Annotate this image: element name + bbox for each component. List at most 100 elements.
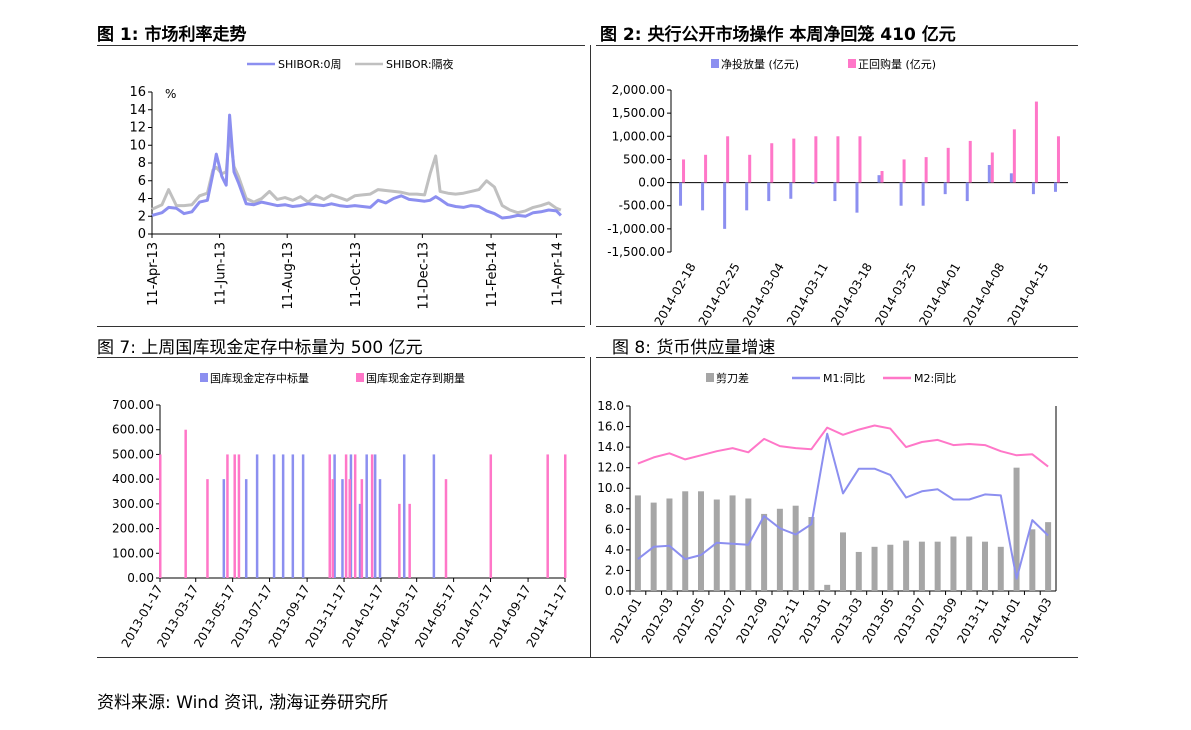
c7-maturity-bar <box>370 454 374 578</box>
c8-scissors-bar <box>761 513 768 591</box>
c2-net-injection-bar <box>1031 182 1035 195</box>
chart1-title: 图 1: 市场利率走势 <box>97 25 247 45</box>
middle-rule-left <box>97 326 585 327</box>
c1-y-tick-label: 0 <box>138 227 146 242</box>
c7-y-tick-label: 600.00 <box>112 423 154 437</box>
c2-repo-bar <box>836 136 840 183</box>
c1-unit-label: % <box>165 87 176 101</box>
c2-repo-bar <box>902 159 906 183</box>
c1-x-tick-label: 11-Dec-13 <box>416 242 431 310</box>
c8-scissors-bar <box>855 551 862 591</box>
c7-winning-bid-bar <box>365 454 368 578</box>
c2-y-tick-label: 500.00 <box>623 152 665 166</box>
c7-legend-label: 国库现金定存到期量 <box>366 371 465 385</box>
c7-y-tick-label: 400.00 <box>112 472 154 486</box>
c7-y-tick-label: 300.00 <box>112 497 154 511</box>
c2-repo-bar <box>748 154 752 183</box>
c7-winning-bid-bar <box>402 454 406 578</box>
chart2-title: 图 2: 央行公开市场操作 本周净回笼 410 亿元 <box>600 25 956 45</box>
c1-y-tick-label: 2 <box>138 209 146 224</box>
c1-y-tick-label: 16 <box>129 85 146 100</box>
c7-maturity-bar <box>348 479 351 578</box>
c1-y-tick-label: 12 <box>129 121 146 136</box>
c2-net-injection-bar <box>833 182 837 202</box>
c2-repo-bar <box>880 171 884 183</box>
c8-scissors-bar <box>982 541 988 591</box>
c2-repo-bar <box>968 140 972 183</box>
c8-y-tick-label: 6.0 <box>605 522 624 536</box>
c7-legend-swatch <box>356 373 364 382</box>
c2-net-injection-bar <box>877 175 881 183</box>
c7-winning-bid-bar <box>255 454 259 578</box>
c1-x-tick-label: 11-Jun-13 <box>214 242 229 306</box>
c7-y-tick-label: 0.00 <box>127 571 154 585</box>
column-divider-top <box>590 45 591 325</box>
c2-repo-bar <box>792 138 796 183</box>
c1-y-tick-label: 4 <box>138 192 146 207</box>
c8-y-tick-label: 16.0 <box>597 420 624 434</box>
c2-repo-bar <box>924 157 928 183</box>
c1-x-tick-label: 11-Feb-14 <box>485 242 500 307</box>
c8-y-tick-label: 18.0 <box>597 399 624 413</box>
c7-maturity-bar <box>546 454 549 578</box>
c7-maturity-bar <box>444 479 448 578</box>
c8-scissors-bar <box>1045 522 1052 591</box>
c8-m1-line <box>637 432 1049 580</box>
c1-x-tick-label: 11-Aug-13 <box>281 242 296 310</box>
c8-scissors-bar <box>666 498 673 591</box>
c8-scissors-bar <box>1013 467 1020 591</box>
c1-legend-label: SHIBOR:0周 <box>278 58 342 71</box>
c2-legend-label: 正回购量 (亿元) <box>858 57 936 71</box>
c8-scissors-bar <box>840 532 846 591</box>
c2-net-injection-bar <box>1053 182 1057 192</box>
c1-y-tick-label: 14 <box>129 103 146 118</box>
c8-scissors-bar <box>808 517 815 591</box>
c7-winning-bid-bar <box>281 454 285 578</box>
c8-y-tick-label: 14.0 <box>597 440 624 454</box>
c2-net-injection-bar <box>965 182 969 202</box>
c8-legend-label: 剪刀差 <box>716 371 749 385</box>
c7-winning-bid-bar <box>301 454 305 578</box>
c2-repo-bar <box>1034 101 1038 183</box>
top-rule-left <box>97 45 585 46</box>
c7-winning-bid-bar <box>222 479 226 578</box>
c2-y-tick-label: -1,000.00 <box>607 222 665 236</box>
c2-net-injection-bar <box>921 182 925 206</box>
c2-repo-bar <box>770 143 774 183</box>
c7-winning-bid-bar <box>291 454 295 578</box>
c8-scissors-bar <box>918 541 925 591</box>
bottom-rule <box>97 657 1078 658</box>
c8-scissors-bar <box>698 491 704 591</box>
c7-title-rule <box>97 357 585 358</box>
c7-maturity-bar <box>564 454 567 578</box>
c1-x-tick-label: 11-Apr-13 <box>146 242 161 306</box>
c8-scissors-bar <box>1029 529 1036 591</box>
c7-maturity-bar <box>226 454 229 578</box>
c8-y-tick-label: 0.0 <box>605 584 624 598</box>
c2-net-injection-bar <box>1009 173 1013 183</box>
c1-legend-label: SHIBOR:隔夜 <box>386 57 454 71</box>
c7-legend-swatch <box>200 373 208 382</box>
c8-scissors-bar <box>824 584 831 591</box>
c7-winning-bid-bar <box>373 454 377 578</box>
c8-scissors-bar <box>934 541 941 591</box>
c2-net-injection-bar <box>789 182 793 199</box>
c7-y-tick-label: 700.00 <box>112 398 154 412</box>
c2-y-tick-label: -500.00 <box>619 199 665 213</box>
c7-winning-bid-bar <box>341 479 344 578</box>
c7-maturity-bar <box>206 479 209 578</box>
c2-repo-bar <box>990 152 994 183</box>
c2-net-injection-bar <box>943 182 947 195</box>
c2-legend-label: 净投放量 (亿元) <box>721 57 799 71</box>
c7-maturity-bar <box>344 454 348 578</box>
c8-title-rule <box>596 357 1078 358</box>
chart8-money-supply: 0.02.04.06.08.010.012.014.016.018.02012-… <box>597 371 1057 646</box>
c8-y-tick-label: 10.0 <box>597 481 624 495</box>
c2-x-tick-label: 2014-04-08 <box>960 261 1007 328</box>
c8-legend-label: M1:同比 <box>823 372 865 385</box>
c7-maturity-bar <box>331 479 335 578</box>
middle-rule-right <box>596 326 1078 327</box>
c2-y-tick-label: -1,500.00 <box>607 245 665 259</box>
c2-x-tick-label: 2014-04-15 <box>1005 261 1052 328</box>
c7-y-tick-label: 500.00 <box>112 447 154 461</box>
